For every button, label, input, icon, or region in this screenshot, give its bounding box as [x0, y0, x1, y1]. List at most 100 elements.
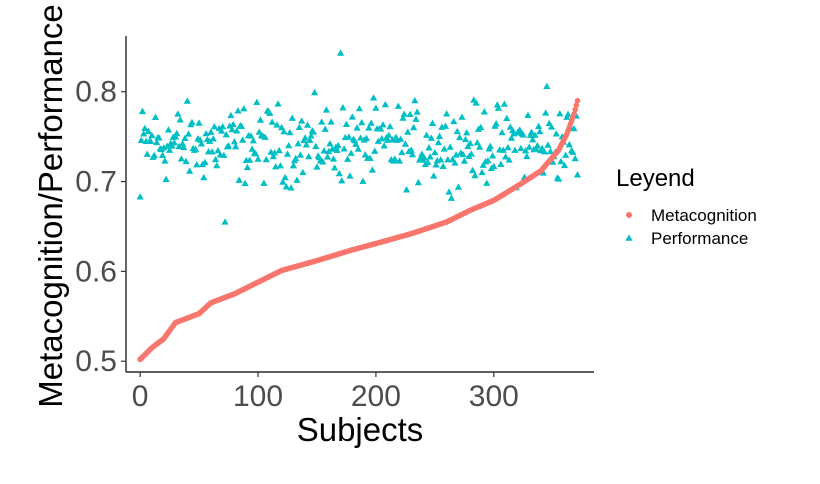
performance-point	[467, 150, 476, 157]
performance-point	[345, 133, 353, 140]
performance-point	[440, 145, 448, 152]
performance-point	[184, 130, 193, 137]
performance-point	[552, 130, 560, 137]
performance-point	[143, 150, 151, 157]
performance-point	[437, 156, 445, 163]
performance-point	[326, 140, 334, 147]
performance-point	[569, 148, 577, 155]
performance-point	[371, 147, 379, 154]
performance-point	[425, 144, 433, 151]
performance-point	[299, 168, 307, 176]
performance-point	[325, 147, 333, 155]
performance-point	[543, 82, 551, 90]
performance-point	[546, 147, 554, 155]
performance-point	[329, 155, 338, 162]
performance-point	[232, 143, 240, 150]
performance-point	[200, 173, 208, 181]
performance-point	[359, 177, 367, 184]
performance-point	[294, 140, 302, 147]
performance-point	[447, 194, 455, 201]
legend-title: Leyend	[616, 165, 695, 192]
x-tick-label: 200	[351, 380, 401, 413]
y-tick-label: 0.5	[75, 345, 117, 378]
performance-point	[228, 125, 236, 133]
performance-point	[565, 141, 573, 148]
performance-point	[201, 158, 209, 166]
performance-point	[353, 124, 361, 131]
performance-point	[346, 172, 354, 179]
performance-point	[443, 110, 451, 117]
performance-point	[288, 114, 296, 121]
performance-point	[354, 145, 362, 152]
performance-point	[511, 146, 519, 153]
performance-point	[490, 162, 498, 170]
performance-point	[209, 135, 217, 142]
performance-point	[493, 101, 501, 108]
performance-point	[186, 167, 194, 174]
performance-point	[269, 152, 277, 160]
performance-point	[531, 131, 539, 138]
performance-point	[355, 104, 364, 112]
x-tick-label: 100	[233, 380, 283, 413]
performance-point	[386, 122, 394, 130]
performance-point	[268, 118, 276, 125]
performance-point	[372, 104, 380, 111]
performance-point	[454, 183, 463, 190]
performance-point	[331, 164, 339, 171]
performance-point	[306, 136, 314, 143]
performance-point	[412, 115, 420, 122]
performance-point	[320, 147, 328, 154]
performance-point	[261, 133, 269, 140]
performance-point	[367, 119, 375, 126]
performance-point	[336, 49, 345, 56]
performance-point	[248, 145, 256, 152]
performance-point	[295, 123, 303, 131]
performance-point	[522, 147, 530, 154]
performance-point	[260, 179, 268, 186]
performance-point	[214, 147, 222, 154]
performance-point	[517, 144, 525, 152]
performance-point	[498, 128, 506, 136]
performance-point	[381, 100, 389, 108]
performance-point	[461, 135, 470, 143]
performance-point	[207, 128, 215, 135]
performance-point	[163, 142, 171, 149]
performance-point	[547, 123, 556, 130]
performance-point	[366, 154, 374, 161]
performance-point	[544, 141, 552, 148]
legend: Leyend Metacognition Performance	[616, 165, 757, 248]
performance-point	[247, 132, 255, 139]
performance-point	[542, 109, 550, 116]
performance-point	[342, 120, 351, 128]
performance-point	[293, 176, 301, 183]
y-tick-label: 0.8	[75, 76, 117, 109]
performance-point	[197, 140, 206, 147]
performance-point	[497, 160, 505, 167]
performance-point	[178, 140, 187, 147]
performance-point	[229, 120, 237, 128]
performance-point	[380, 142, 388, 149]
performance-point	[503, 114, 511, 122]
performance-point	[243, 163, 252, 171]
performance-point	[144, 127, 152, 135]
performance-point	[339, 104, 347, 111]
x-tick-label: 0	[132, 380, 149, 413]
legend-label: Performance	[651, 229, 748, 248]
performance-point	[413, 108, 421, 115]
performance-point	[362, 134, 371, 142]
performance-point	[335, 169, 343, 177]
performance-point	[501, 153, 510, 160]
performance-point	[279, 178, 287, 185]
performance-point	[420, 154, 428, 161]
performance-point	[505, 156, 513, 163]
performance-point	[262, 155, 270, 163]
performance-point	[183, 97, 191, 104]
performance-point	[211, 155, 220, 163]
performance-point	[235, 176, 243, 183]
performance-point	[322, 106, 331, 113]
performance-point	[555, 175, 563, 182]
performance-point	[136, 193, 144, 200]
performance-point	[292, 154, 300, 162]
performance-point	[456, 133, 464, 141]
performance-point	[168, 142, 176, 149]
